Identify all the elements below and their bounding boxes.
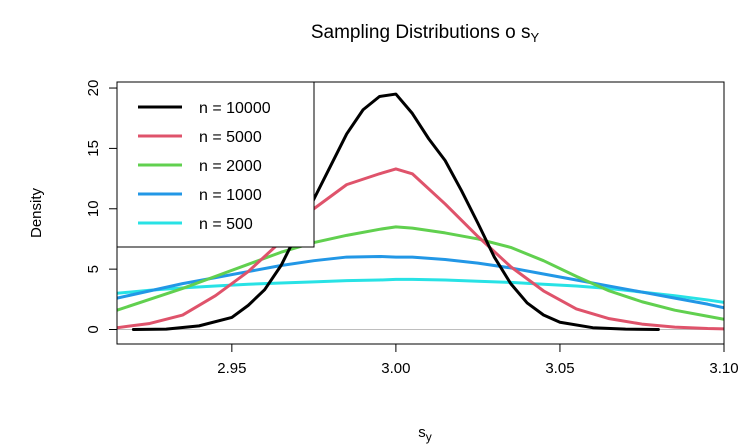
y-tick-label: 20 [85,80,102,97]
series-line-5000 [117,167,724,331]
y-axis: 0 5 10 15 20 [85,80,118,334]
x-axis-label: sy [418,424,432,444]
y-tick-label: 15 [85,140,102,157]
legend-label: n = 1000 [199,187,262,204]
x-axis-label-main: s [418,424,426,441]
legend-label: n = 10000 [199,100,271,117]
y-tick-label: 5 [85,265,102,273]
series-line-2000 [117,225,724,321]
legend-label: n = 5000 [199,129,262,146]
series-line-10000 [131,92,660,332]
legend: n = 10000 n = 5000 n = 2000 n = 1000 n = 500 [116,81,315,248]
y-axis-label: Density [28,187,45,238]
x-tick-label: 2.95 [217,360,246,377]
chart-title-subscript: Y [530,30,539,45]
svg-text:Sampling Distributions o sY: Sampling Distributions o sY [311,22,540,45]
plot-area [117,92,724,332]
x-axis-label-subscript: y [426,430,432,444]
legend-label: n = 500 [199,216,253,233]
chart-title: Sampling Distributions o sY [311,22,540,45]
y-tick-label: 0 [85,325,102,333]
legend-label: n = 2000 [199,158,262,175]
x-tick-label: 3.05 [545,360,574,377]
x-tick-label: 3.10 [709,360,738,377]
x-tick-label: 3.00 [381,360,410,377]
y-tick-label: 10 [85,200,102,217]
x-axis: 2.95 3.00 3.05 3.10 [217,343,739,377]
series-line-1000 [117,254,724,310]
chart-title-main: Sampling Distributions o s [311,22,531,43]
